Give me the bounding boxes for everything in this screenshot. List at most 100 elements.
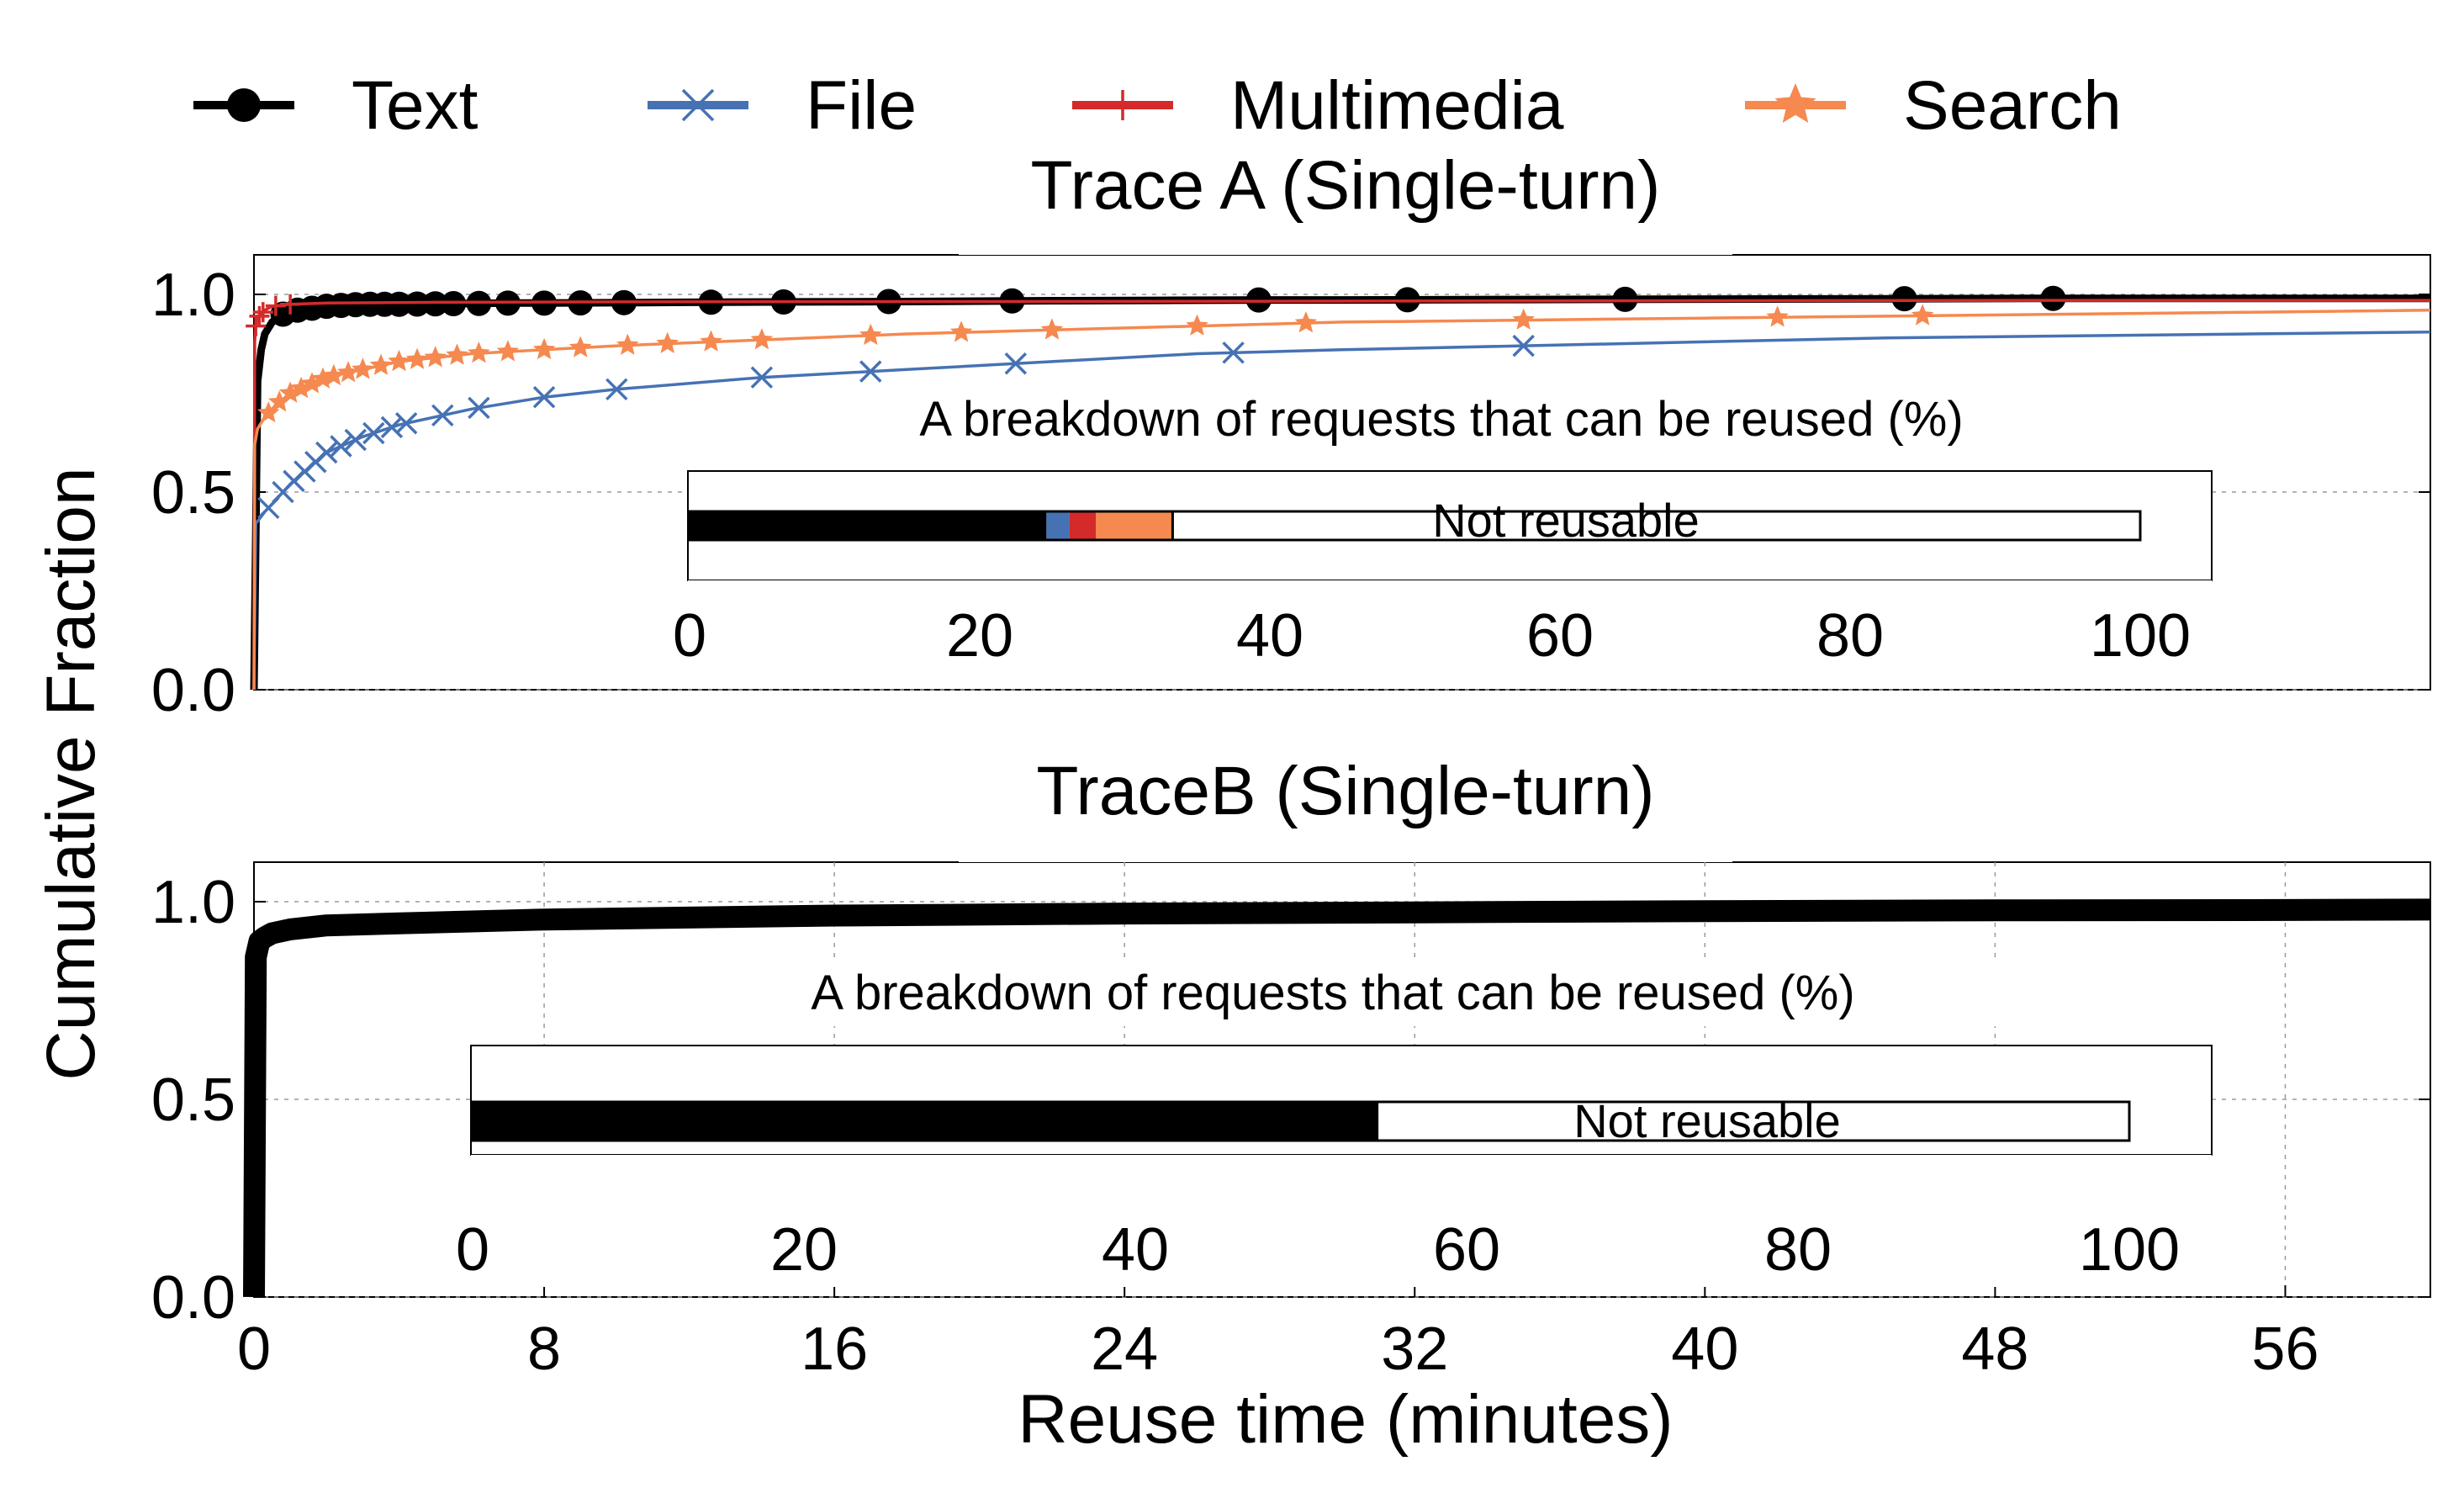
legend-label-file: File [806, 67, 917, 144]
point-file [750, 366, 774, 389]
bar-segment-not-reusable [1376, 1100, 2131, 1142]
point-search [859, 323, 882, 346]
point-search [700, 330, 722, 352]
point-search [496, 340, 520, 362]
panel-trace-a: 0.0 0.5 1.0 Trace A (Single-turn) A breakdow… [151, 147, 2431, 724]
point-search [468, 341, 490, 363]
x-tick-label: 0 [237, 1316, 271, 1383]
inset-breakdown: A breakdown of requests that can be reus… [456, 963, 2213, 1287]
inset-tick-band [688, 580, 2212, 673]
inset-title-backdrop [873, 389, 2027, 453]
point-file [362, 421, 385, 445]
series-text [243, 898, 2431, 1298]
point-multimedia [280, 294, 301, 315]
point-text [2040, 285, 2066, 311]
y-tick-label: 0.5 [151, 1067, 235, 1134]
inset-x-tick-label: 20 [946, 602, 1013, 670]
inset-x-tick-label: 80 [1764, 1216, 1832, 1284]
point-file [431, 404, 454, 427]
series-search [252, 304, 2431, 691]
point-multimedia [252, 302, 273, 323]
y-tick-label: 0.5 [151, 459, 235, 527]
point-text [386, 291, 412, 317]
x-tick-label: 56 [2251, 1316, 2319, 1383]
point-multimedia [249, 305, 270, 326]
legend-label-multimedia: Multimedia [1230, 67, 1564, 144]
bar-label-not-reusable: Not reusable [1432, 494, 1700, 547]
point-multimedia [246, 315, 267, 336]
inset-x-tick-label: 60 [1526, 602, 1594, 670]
inset-title: A breakdown of requests that can be reus… [919, 392, 1963, 447]
legend-marker-file [681, 88, 715, 122]
inset-tick-band [471, 1155, 2212, 1287]
legend-marker-text [227, 88, 261, 122]
point-search [424, 346, 447, 368]
point-file [394, 411, 418, 435]
point-search [532, 337, 556, 360]
point-file [330, 435, 352, 458]
point-search [256, 401, 280, 423]
panel-title: TraceB (Single-turn) [1036, 753, 1654, 829]
inset-title-backdrop [656, 963, 2027, 1026]
inset-x-tick-label: 100 [2090, 602, 2191, 670]
panel-title-backdrop [959, 171, 1732, 255]
point-search [369, 353, 393, 375]
bar-segment-file [1046, 511, 1070, 540]
point-search [656, 331, 679, 353]
point-search [1512, 308, 1535, 330]
bar-outline [688, 510, 2142, 542]
inset-x-tick-label: 40 [1236, 602, 1303, 670]
point-file [859, 360, 882, 383]
y-tick-label: 0.0 [151, 657, 235, 724]
legend-marker-search [1774, 83, 1816, 123]
panel-title-backdrop [959, 778, 1732, 862]
x-tick-label: 32 [1381, 1316, 1448, 1383]
bar-segment-text [473, 1102, 1377, 1141]
point-search [949, 320, 973, 342]
point-file [532, 385, 556, 409]
point-search [1766, 305, 1789, 327]
legend: Text File Multimedia Search [193, 67, 2122, 144]
point-file [344, 428, 367, 452]
bar-label-not-reusable: Not reusable [1573, 1094, 1841, 1147]
bar-segment-text [690, 511, 1047, 540]
point-search [568, 336, 592, 357]
panel-title: Trace A (Single-turn) [1031, 147, 1661, 224]
point-text [1612, 286, 1638, 312]
point-file [1222, 341, 1245, 364]
legend-marker-multimedia [1108, 90, 1138, 120]
point-file [1004, 352, 1028, 375]
legend-label-search: Search [1903, 67, 2122, 144]
point-search [616, 333, 639, 355]
x-tick-label: 8 [527, 1316, 561, 1383]
x-tick-label: 16 [801, 1316, 868, 1383]
bar-segment-search [1096, 511, 1173, 540]
point-search [1294, 311, 1318, 333]
point-search [1186, 314, 1208, 336]
point-text [1891, 286, 1917, 312]
point-search [446, 343, 468, 365]
inset-x-tick-label: 100 [2079, 1216, 2180, 1284]
y-tick-label: 0.0 [151, 1264, 235, 1332]
point-search [405, 347, 429, 369]
point-file [605, 378, 628, 401]
x-axis-label: Reuse time (minutes) [1018, 1381, 1673, 1458]
x-tick-label: 40 [1671, 1316, 1738, 1383]
y-tick-label: 1.0 [151, 869, 235, 936]
point-search [336, 361, 360, 383]
inset-x-tick-label: 0 [456, 1216, 489, 1284]
point-search [352, 357, 374, 379]
inset-title: A breakdown of requests that can be reus… [811, 966, 1854, 1020]
point-search [750, 328, 774, 350]
x-tick-label: 24 [1091, 1316, 1158, 1383]
series-multimedia [246, 294, 2430, 691]
inset-breakdown: A breakdown of requests that can be reus… [673, 389, 2213, 673]
series-line-text [243, 898, 2431, 1298]
series-file [252, 330, 2431, 691]
point-text [422, 291, 448, 317]
inset-x-tick-label: 40 [1102, 1216, 1169, 1284]
point-search [267, 390, 291, 412]
point-file [468, 396, 490, 420]
